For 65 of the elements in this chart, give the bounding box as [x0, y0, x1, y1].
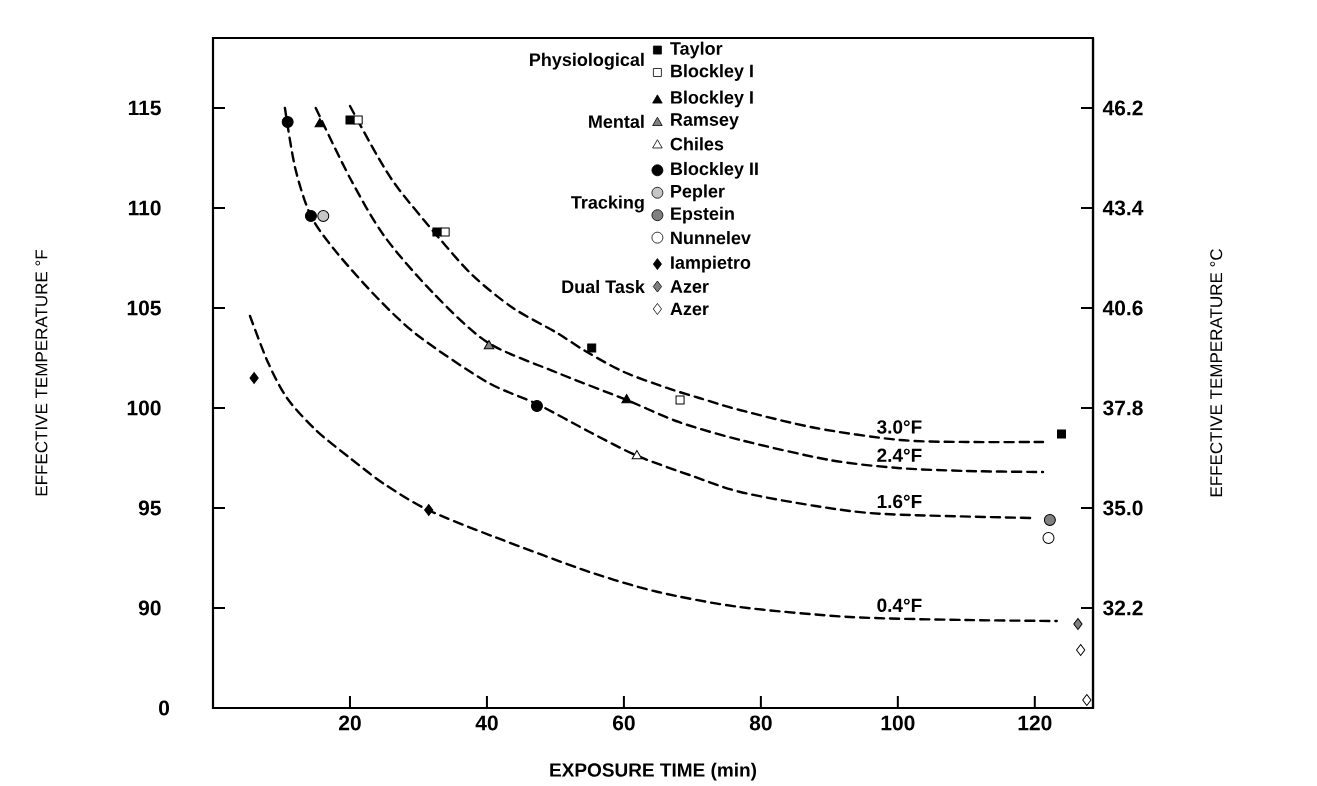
x-tick-label: 120 — [1018, 715, 1052, 731]
legend-label: Blockley I — [671, 64, 753, 81]
point — [1076, 643, 1086, 656]
legend-label: Azer — [670, 280, 709, 293]
legend-label: Pepler — [671, 184, 725, 202]
y2-tick-label: 46.2 — [1102, 100, 1143, 116]
y2-tick-label: 32.2 — [1103, 600, 1143, 616]
legend-label: Nunnelev — [671, 231, 751, 245]
annotation: Mental — [589, 114, 644, 129]
point — [1057, 429, 1066, 439]
legend-label: Blockley II — [671, 161, 758, 179]
legend-label: Taylor — [670, 41, 723, 59]
series-label: 3.0°F — [877, 420, 922, 434]
point — [432, 227, 442, 237]
y-tick-label: 90 — [138, 600, 161, 616]
y2-tick-label: 37.8 — [1103, 400, 1143, 416]
x-tick-label: 100 — [881, 715, 915, 731]
point — [483, 339, 495, 350]
series-label: 1.6°F — [877, 494, 922, 509]
annotation: Tracking — [571, 195, 644, 213]
legend-label: Blockley I — [671, 90, 753, 108]
y-tick-label: 115 — [128, 100, 161, 116]
point — [587, 343, 597, 353]
point — [530, 399, 543, 412]
y-tick-label: 100 — [127, 400, 161, 416]
series-label: 2.4°F — [877, 448, 922, 462]
x-tick-label: 80 — [749, 715, 772, 731]
point — [353, 115, 363, 125]
series-label: 0.4°F — [877, 598, 922, 613]
point — [249, 371, 259, 384]
point — [631, 449, 643, 460]
point — [424, 503, 434, 516]
line-series — [283, 106, 1034, 520]
annotation: Physiological — [530, 52, 644, 70]
x-tick-label: 40 — [475, 715, 498, 731]
point — [345, 115, 355, 125]
y-tick-label: 95 — [138, 500, 161, 516]
y2-tick-label: 43.4 — [1102, 200, 1144, 216]
y-tick-label: 110 — [128, 200, 161, 216]
point — [1082, 693, 1092, 706]
y-axis-title: EFFECTIVE TEMPERATURE °F — [35, 250, 48, 496]
legend-label: Azer — [670, 302, 709, 316]
line-series — [248, 314, 1058, 623]
point — [281, 115, 294, 128]
legend-label: Epstein — [671, 206, 734, 224]
y2-tick-label: 35.0 — [1103, 500, 1143, 516]
point — [1042, 531, 1055, 544]
legend-label: Ramsey — [671, 113, 739, 130]
point — [440, 227, 450, 237]
legend-label: Iampietro — [671, 255, 751, 273]
x-axis-title: EXPOSURE TIME (min) — [550, 762, 757, 781]
point — [304, 209, 317, 222]
x-tick-label: 20 — [339, 715, 361, 731]
point — [1043, 513, 1056, 526]
point — [1073, 617, 1083, 630]
annotation: Dual Task — [562, 279, 645, 294]
point — [675, 395, 685, 405]
y2-axis-title: EFFECTIVE TEMPERATURE °C — [1210, 249, 1223, 497]
point — [317, 209, 330, 222]
point — [621, 393, 632, 404]
x-tick-label: 60 — [612, 715, 635, 731]
y-tick-label: 105 — [127, 300, 161, 316]
legend-label: Chiles — [670, 137, 724, 151]
y2-tick-label: 40.6 — [1102, 300, 1143, 316]
text: 0 — [159, 700, 170, 716]
